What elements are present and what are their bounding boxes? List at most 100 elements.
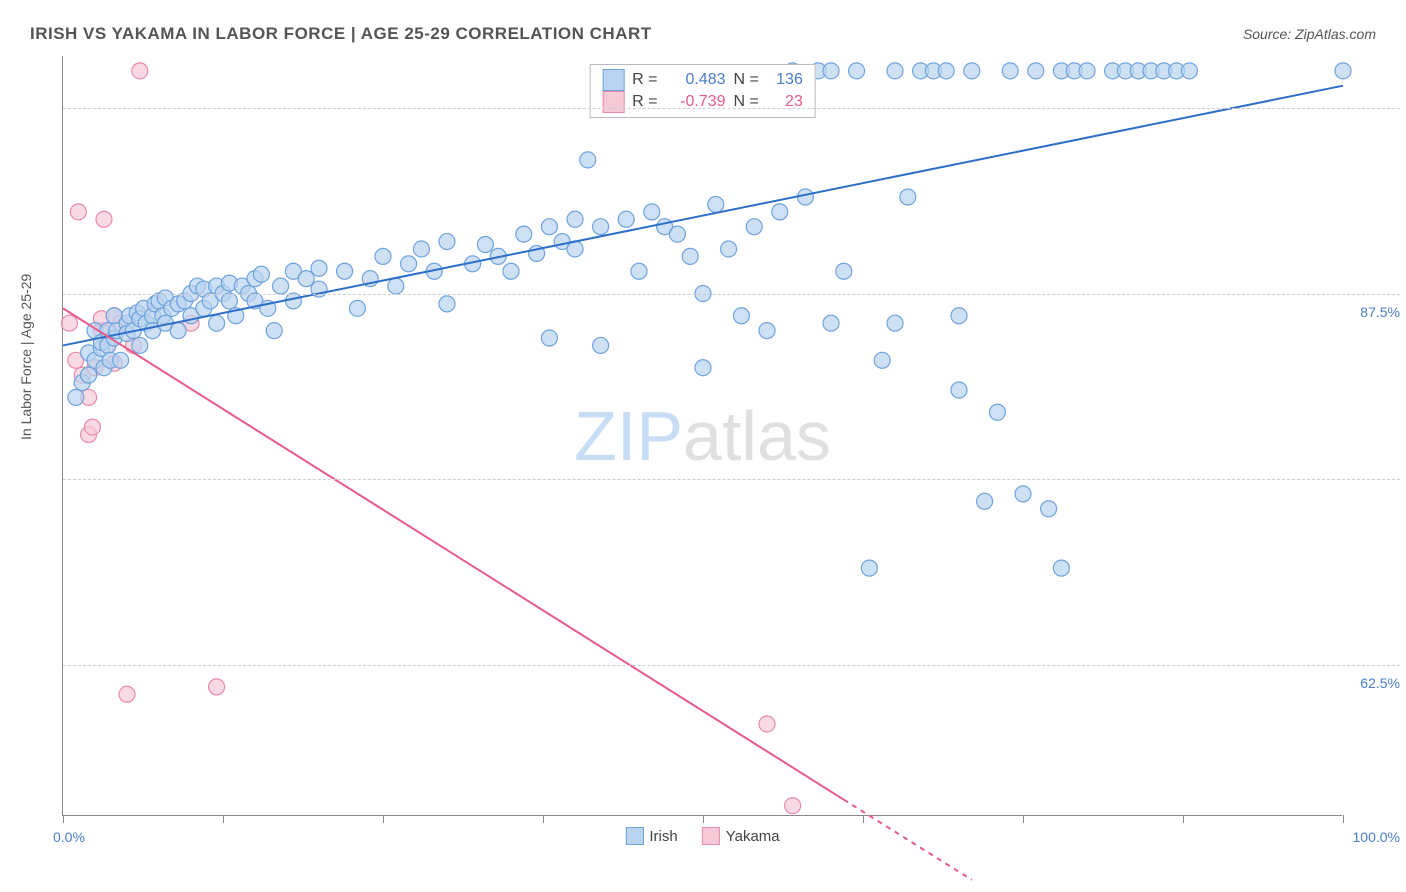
yakama-point bbox=[96, 211, 112, 227]
irish-point bbox=[266, 323, 282, 339]
irish-point bbox=[503, 263, 519, 279]
x-tick bbox=[223, 815, 224, 823]
irish-point bbox=[900, 189, 916, 205]
chart-title: IRISH VS YAKAMA IN LABOR FORCE | AGE 25-… bbox=[30, 24, 652, 44]
legend-item: Irish bbox=[625, 827, 677, 845]
irish-point bbox=[938, 63, 954, 79]
irish-point bbox=[874, 352, 890, 368]
legend-label: Yakama bbox=[726, 828, 780, 845]
irish-point bbox=[209, 315, 225, 331]
irish-point bbox=[439, 296, 455, 312]
yakama-point bbox=[209, 679, 225, 695]
irish-point bbox=[273, 278, 289, 294]
irish-point bbox=[989, 404, 1005, 420]
irish-point bbox=[593, 337, 609, 353]
series-swatch bbox=[602, 69, 624, 91]
irish-point bbox=[401, 256, 417, 272]
irish-point bbox=[253, 266, 269, 282]
irish-point bbox=[593, 219, 609, 235]
irish-point bbox=[708, 196, 724, 212]
stats-legend-box: R = 0.483 N = 136 R =-0.739N =23 bbox=[589, 64, 816, 118]
irish-point bbox=[1079, 63, 1095, 79]
n-label: N = bbox=[734, 71, 759, 89]
scatter-svg bbox=[63, 56, 1342, 815]
yakama-point bbox=[785, 798, 801, 814]
stats-row: R = 0.483 N = 136 bbox=[602, 69, 803, 91]
legend-swatch bbox=[625, 827, 643, 845]
x-tick bbox=[703, 815, 704, 823]
irish-point bbox=[68, 389, 84, 405]
irish-point bbox=[311, 260, 327, 276]
irish-point bbox=[977, 493, 993, 509]
irish-point bbox=[349, 300, 365, 316]
irish-point bbox=[772, 204, 788, 220]
irish-point bbox=[113, 352, 129, 368]
irish-point bbox=[567, 211, 583, 227]
irish-point bbox=[1335, 63, 1351, 79]
y-tick-label: 87.5% bbox=[1360, 304, 1400, 320]
irish-point bbox=[695, 360, 711, 376]
irish-point bbox=[733, 308, 749, 324]
irish-point bbox=[823, 63, 839, 79]
r-value: 0.483 bbox=[666, 71, 726, 89]
legend-swatch bbox=[702, 827, 720, 845]
stats-row: R =-0.739N =23 bbox=[602, 91, 803, 113]
irish-point bbox=[541, 330, 557, 346]
irish-point bbox=[631, 263, 647, 279]
irish-point bbox=[618, 211, 634, 227]
legend-item: Yakama bbox=[702, 827, 780, 845]
irish-point bbox=[669, 226, 685, 242]
irish-point bbox=[170, 323, 186, 339]
x-tick bbox=[383, 815, 384, 823]
x-tick-min: 0.0% bbox=[53, 829, 85, 845]
irish-point bbox=[951, 308, 967, 324]
legend-label: Irish bbox=[649, 828, 677, 845]
irish-point bbox=[951, 382, 967, 398]
gridline-h bbox=[63, 294, 1400, 295]
irish-point bbox=[861, 560, 877, 576]
irish-point bbox=[439, 234, 455, 250]
irish-point bbox=[337, 263, 353, 279]
yakama-trend-line-dashed bbox=[844, 800, 972, 880]
yakama-point bbox=[84, 419, 100, 435]
irish-point bbox=[1015, 486, 1031, 502]
x-tick bbox=[1343, 815, 1344, 823]
yakama-point bbox=[119, 686, 135, 702]
x-tick bbox=[543, 815, 544, 823]
series-swatch bbox=[602, 91, 624, 113]
n-value: 136 bbox=[767, 71, 803, 89]
irish-point bbox=[887, 315, 903, 331]
r-label: R = bbox=[632, 71, 657, 89]
irish-point bbox=[388, 278, 404, 294]
chart-plot-area: ZIPatlas R =0.483N =136R =-0.739N =23 Ir… bbox=[62, 56, 1342, 816]
yakama-point bbox=[132, 63, 148, 79]
irish-point bbox=[887, 63, 903, 79]
irish-point bbox=[1028, 63, 1044, 79]
header: IRISH VS YAKAMA IN LABOR FORCE | AGE 25-… bbox=[30, 24, 1376, 44]
irish-point bbox=[580, 152, 596, 168]
irish-point bbox=[413, 241, 429, 257]
yakama-trend-line bbox=[63, 308, 844, 799]
irish-trend-line bbox=[63, 86, 1343, 346]
yakama-point bbox=[61, 315, 77, 331]
gridline-h bbox=[63, 665, 1400, 666]
irish-point bbox=[644, 204, 660, 220]
x-tick bbox=[863, 815, 864, 823]
irish-point bbox=[797, 189, 813, 205]
irish-point bbox=[1053, 560, 1069, 576]
irish-point bbox=[477, 237, 493, 253]
x-tick bbox=[63, 815, 64, 823]
irish-point bbox=[823, 315, 839, 331]
irish-point bbox=[285, 293, 301, 309]
x-tick-max: 100.0% bbox=[1353, 829, 1400, 845]
irish-point bbox=[81, 367, 97, 383]
irish-point bbox=[849, 63, 865, 79]
x-tick bbox=[1023, 815, 1024, 823]
gridline-h bbox=[63, 479, 1400, 480]
irish-point bbox=[375, 248, 391, 264]
irish-point bbox=[1181, 63, 1197, 79]
irish-point bbox=[746, 219, 762, 235]
series-legend: Irish Yakama bbox=[625, 827, 779, 845]
irish-point bbox=[964, 63, 980, 79]
irish-point bbox=[682, 248, 698, 264]
